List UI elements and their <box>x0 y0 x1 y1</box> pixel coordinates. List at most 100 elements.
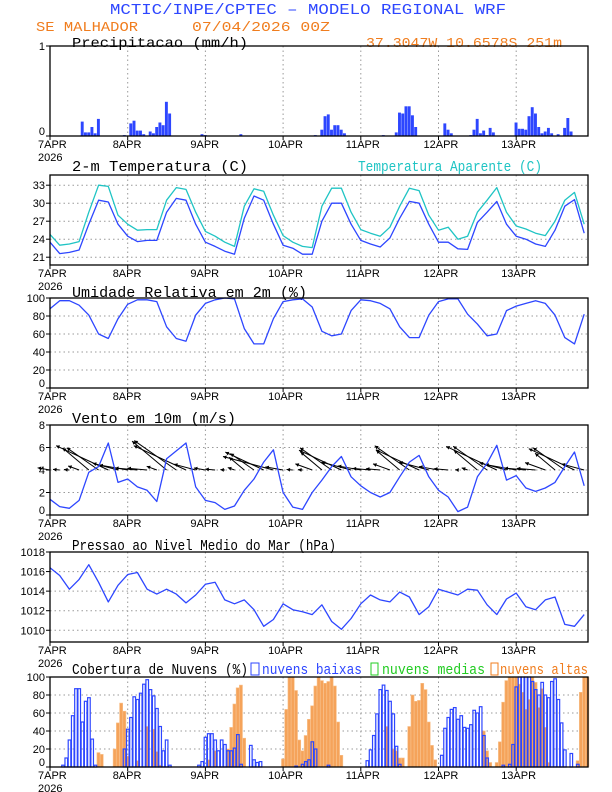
low-cloud-bar <box>562 749 567 768</box>
high-cloud-bar <box>420 682 425 768</box>
low-cloud-bar <box>465 727 470 768</box>
precip-bar <box>83 132 87 136</box>
precip-bar <box>151 133 155 136</box>
precip-bar <box>482 130 486 136</box>
x-tick-label: 10APR <box>268 770 303 782</box>
y-tick-label: 30 <box>33 198 45 210</box>
y-tick-label: 0 <box>39 126 45 138</box>
wind-arrow-head <box>374 445 379 450</box>
high-cloud-bar <box>294 690 298 768</box>
wind-arrow <box>298 449 342 471</box>
wind-arrow <box>452 445 488 471</box>
wind-arrow-head <box>300 452 305 456</box>
high-cloud-bar <box>423 689 428 768</box>
x-tick-label: 11APR <box>346 268 380 280</box>
wind-arrow-head <box>399 461 404 465</box>
high-cloud-bar <box>494 762 499 768</box>
precip-bar <box>550 133 554 136</box>
high-cloud-bar <box>332 685 337 768</box>
precip-bar <box>556 134 560 136</box>
precip-bar <box>517 128 521 136</box>
high-cloud-bar <box>410 694 415 768</box>
wind-arrow-head <box>56 445 61 449</box>
x-year-label: 2026 <box>38 531 62 543</box>
wind-arrow-head <box>461 467 466 471</box>
wind-arrow-head <box>146 465 151 470</box>
legend-swatch-high <box>490 662 499 676</box>
high-cloud-bar <box>430 745 434 768</box>
wind-arrow-head <box>114 466 119 471</box>
x-tick-label: 12APR <box>424 518 459 530</box>
precip-bar <box>478 133 482 136</box>
wind-arrow <box>375 449 400 471</box>
precip-bar <box>320 129 324 136</box>
x-tick-label: 9APR <box>190 139 219 151</box>
wind-arrow <box>524 462 546 471</box>
temp-series-line <box>49 184 585 249</box>
y-tick-label: 24 <box>33 234 45 246</box>
precip-bar <box>129 123 133 136</box>
wind-arrow <box>534 452 556 471</box>
y-tick-label: 1010 <box>21 625 45 637</box>
low-cloud-bar <box>70 715 75 768</box>
wind-arrow-head <box>133 445 138 449</box>
precip-bar <box>142 134 146 136</box>
high-cloud-bar <box>96 752 101 768</box>
precip-bar <box>398 112 401 136</box>
wind-arrow <box>375 449 420 471</box>
precip-bar <box>540 133 544 136</box>
low-cloud-bar <box>258 760 263 768</box>
y-tick-label: 21 <box>33 252 45 264</box>
wind-arrow-head <box>227 466 232 471</box>
low-cloud-bar <box>456 718 460 768</box>
temp-title: 2-m Temperatura (C) <box>72 159 248 176</box>
y-tick-label: 100 <box>27 672 45 684</box>
high-cloud-bar <box>501 701 506 768</box>
wind-arrow <box>66 447 99 471</box>
precip-bar <box>155 127 159 136</box>
precip-bar <box>164 101 168 136</box>
precip-plot-frame <box>49 45 589 137</box>
pressure-series-line <box>49 564 585 630</box>
wind-arrow-head <box>337 464 342 469</box>
y-tick-label: 8 <box>39 420 45 432</box>
x-tick-label: 13APR <box>501 770 536 782</box>
low-cloud-bar <box>77 688 82 768</box>
wind-arrow <box>133 445 187 471</box>
x-tick-label: 8APR <box>113 139 142 151</box>
rh-plot-frame <box>49 297 589 389</box>
low-cloud-bar <box>200 760 205 768</box>
precip-bar <box>543 131 547 136</box>
high-cloud-bar <box>316 676 321 768</box>
x-tick-label: 8APR <box>113 770 142 782</box>
x-year-label: 2026 <box>38 658 62 670</box>
x-tick-label: 7APR <box>38 268 67 280</box>
precip-bar <box>472 129 476 136</box>
low-cloud-bar <box>67 739 72 768</box>
cloud-plot-frame <box>49 676 589 768</box>
precip-bar <box>566 118 570 136</box>
x-tick-label: 11APR <box>346 645 380 657</box>
x-tick-label: 8APR <box>113 645 142 657</box>
precip-bar <box>87 132 91 136</box>
wind-arrow-head <box>504 466 509 471</box>
low-cloud-bar <box>255 761 260 768</box>
wind-arrow-head <box>295 463 300 467</box>
high-cloud-bar <box>433 759 438 768</box>
temp-series-line <box>49 195 585 255</box>
legend-high-clouds: nuvens altas <box>500 662 588 679</box>
low-cloud-bar <box>142 683 146 768</box>
x-tick-label: 12APR <box>424 770 459 782</box>
x-year-label: 2026 <box>38 281 62 293</box>
precip-bar <box>569 131 573 136</box>
precip-bar <box>563 127 567 136</box>
y-tick-label: 40 <box>33 726 45 738</box>
low-cloud-bar <box>64 757 69 768</box>
precip-bar <box>135 130 139 136</box>
legend-medium-clouds: nuvens medias <box>382 662 485 679</box>
low-cloud-bar <box>443 727 447 768</box>
y-tick-label: 1012 <box>21 606 45 618</box>
wind-arrow <box>504 467 526 471</box>
wind-arrow <box>532 447 566 471</box>
wind-arrow-head <box>561 462 566 467</box>
